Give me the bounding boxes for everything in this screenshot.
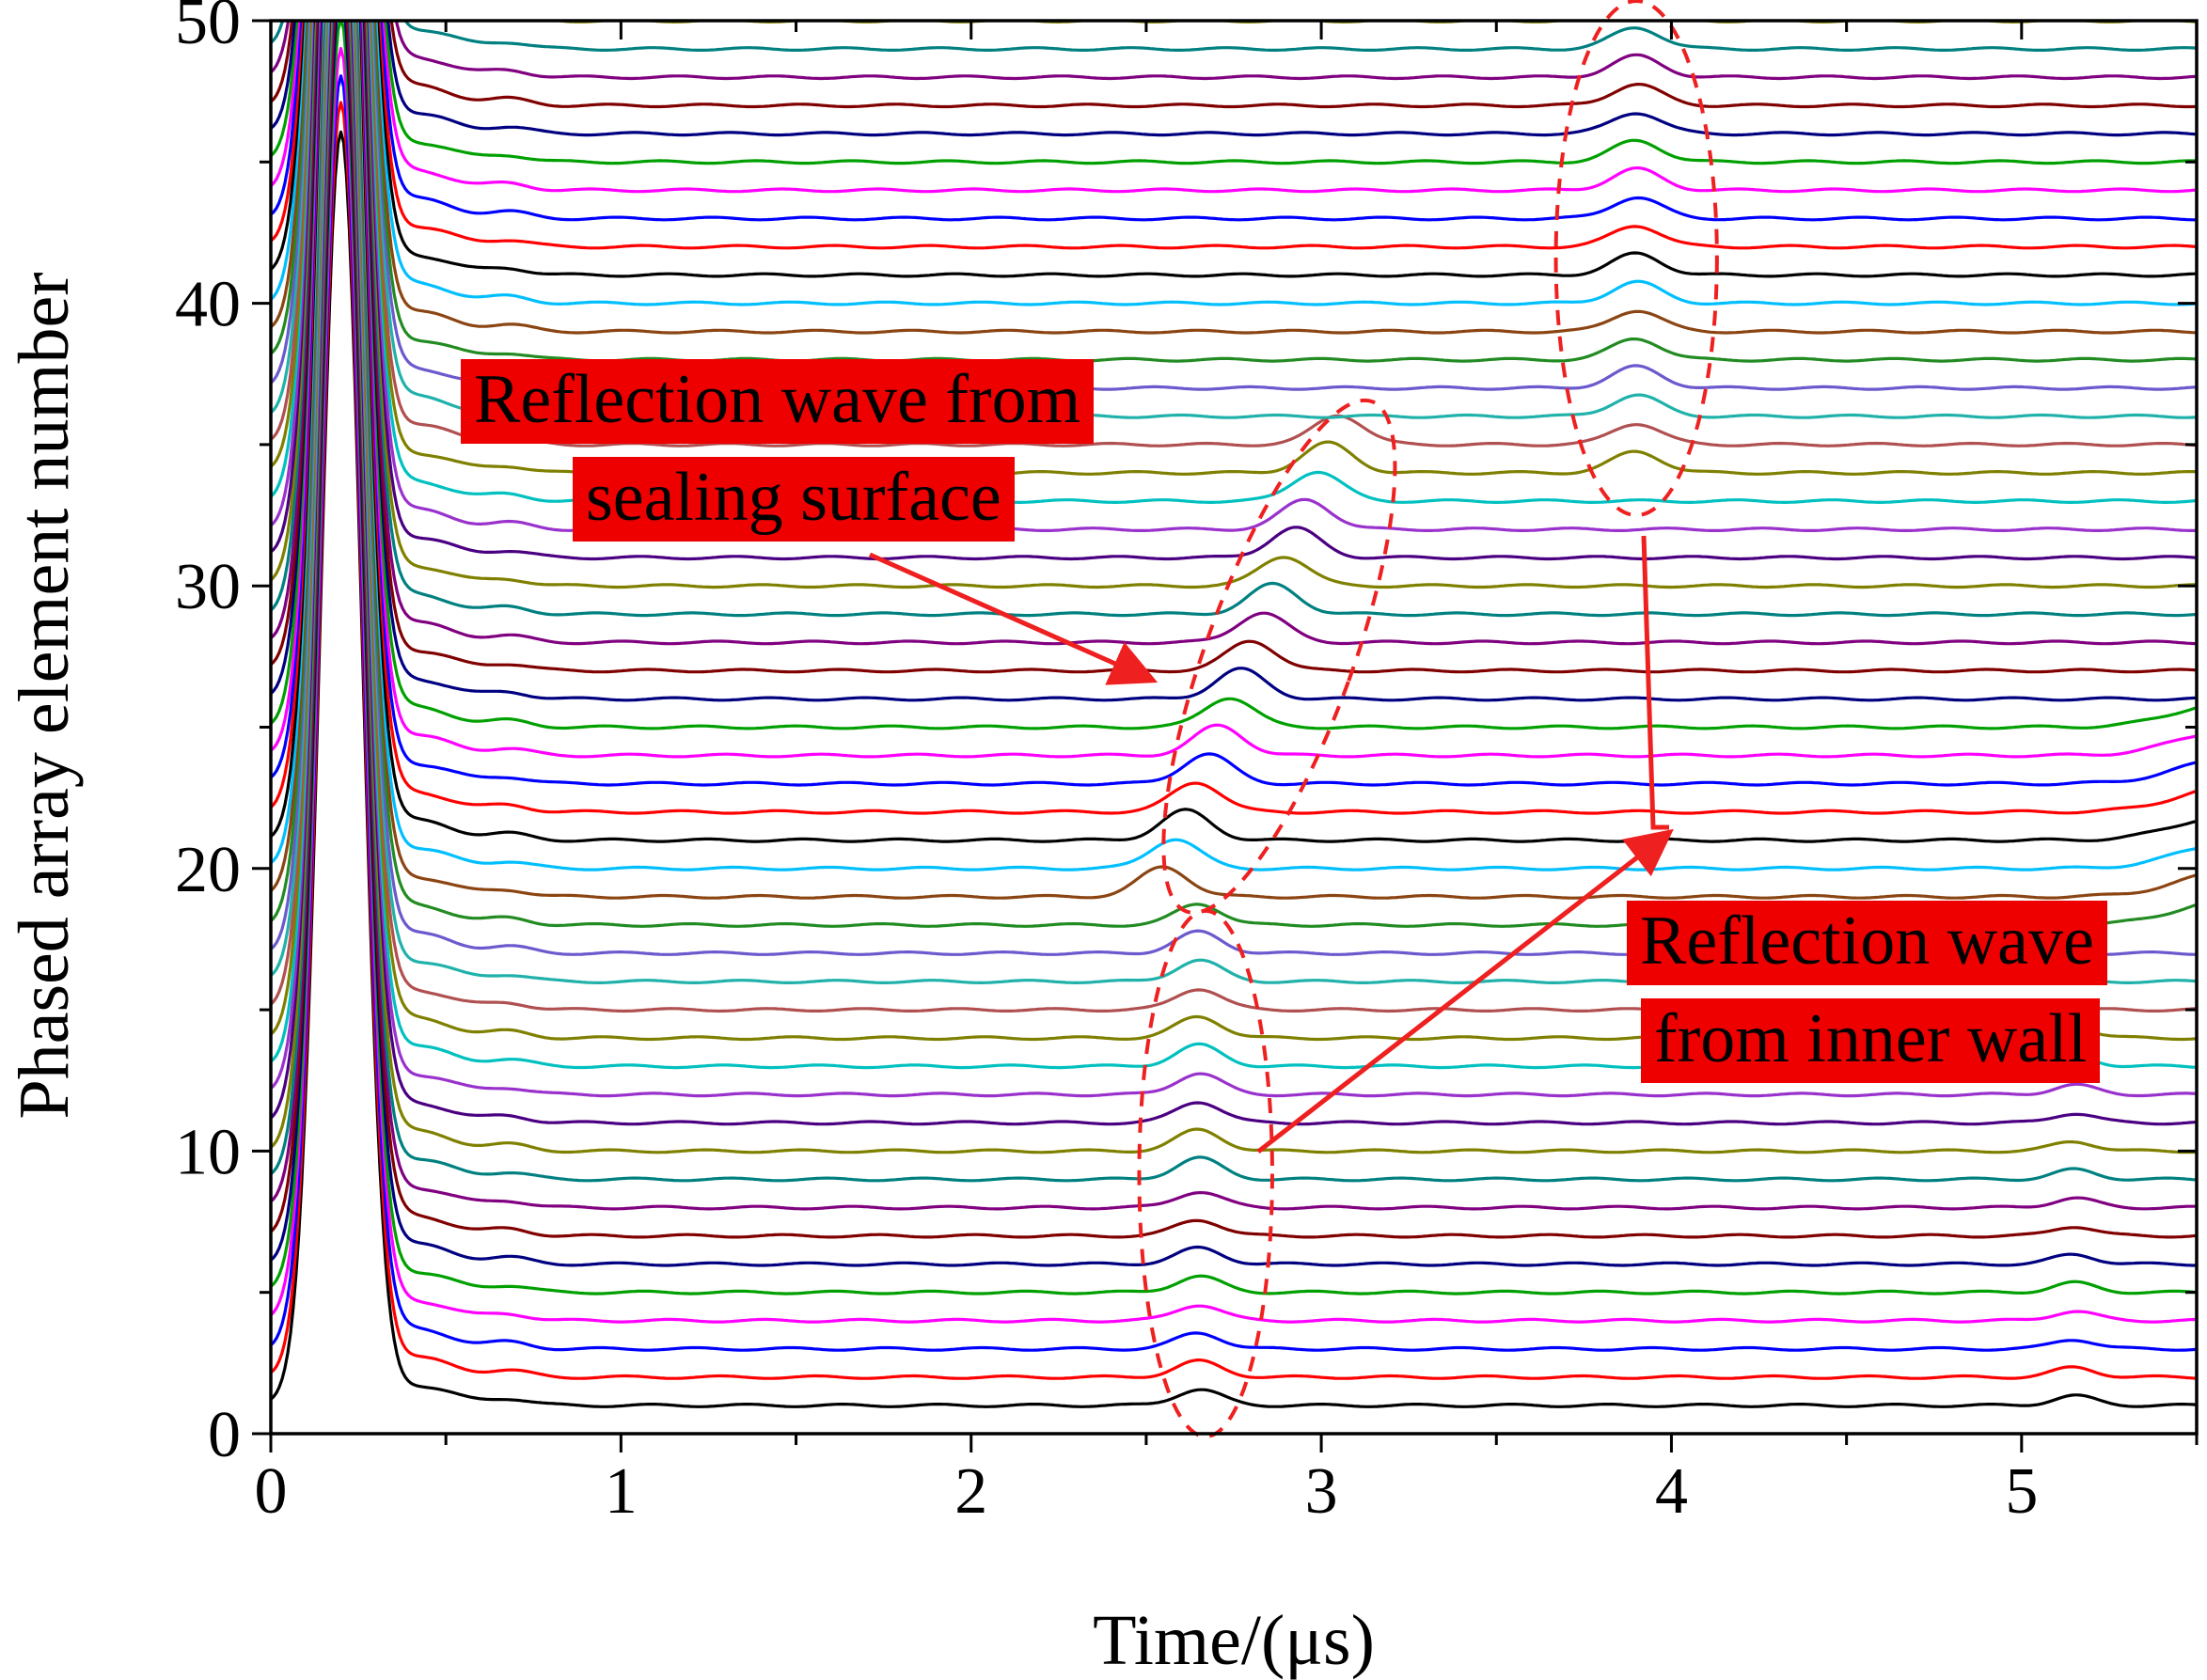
y-tick-label: 20 bbox=[175, 834, 241, 906]
series-line-1 bbox=[271, 130, 2196, 1408]
series-line-39 bbox=[271, 21, 2196, 335]
arrow-inner-wall-upper bbox=[1641, 535, 1669, 830]
y-tick-label: 40 bbox=[175, 269, 241, 341]
y-tick-label: 10 bbox=[175, 1116, 241, 1188]
series-line-41 bbox=[271, 21, 2196, 278]
series-line-9 bbox=[271, 21, 2196, 1183]
series-line-28 bbox=[271, 21, 2196, 646]
series-line-6 bbox=[271, 21, 2196, 1267]
x-tick-label: 0 bbox=[255, 1455, 288, 1528]
ellipse-sealing-surface bbox=[1161, 398, 1397, 915]
series-line-35 bbox=[271, 21, 2196, 447]
series-line-25 bbox=[271, 21, 2197, 730]
series-line-3 bbox=[271, 74, 2196, 1352]
series-line-20 bbox=[271, 21, 2196, 871]
series-line-31 bbox=[271, 21, 2196, 561]
series-line-43 bbox=[271, 21, 2196, 222]
x-tick-label: 2 bbox=[954, 1455, 987, 1528]
series-line-48 bbox=[271, 21, 2196, 81]
series-line-26 bbox=[271, 21, 2196, 702]
annotation-inner-line1: Reflection wave bbox=[1627, 901, 2107, 985]
series-line-22 bbox=[271, 21, 2197, 815]
series-line-30 bbox=[271, 21, 2196, 589]
annotation-sealing-line2: sealing surface bbox=[573, 457, 1015, 542]
series-line-11 bbox=[271, 21, 2196, 1126]
series-line-42 bbox=[271, 21, 2196, 250]
series-line-29 bbox=[271, 21, 2196, 618]
series-line-14 bbox=[271, 21, 2196, 1042]
series-line-49 bbox=[271, 21, 2196, 53]
annotation-inner-line2: from inner wall bbox=[1641, 998, 2101, 1083]
series-line-5 bbox=[271, 21, 2196, 1295]
series-line-46 bbox=[271, 21, 2196, 137]
annotation-arrows bbox=[868, 535, 1674, 1154]
series-line-40 bbox=[271, 21, 2196, 306]
series-line-50 bbox=[548, 21, 2196, 24]
series-line-4 bbox=[271, 46, 2196, 1324]
series-line-10 bbox=[271, 21, 2196, 1154]
series-line-21 bbox=[271, 21, 2196, 843]
series-line-19 bbox=[271, 21, 2196, 900]
x-axis-title: Time/(μs) bbox=[1093, 1601, 1375, 1680]
y-tick-label: 50 bbox=[175, 0, 241, 58]
series-line-8 bbox=[271, 21, 2196, 1211]
series-line-47 bbox=[271, 21, 2196, 109]
x-tick-label: 5 bbox=[2005, 1455, 2038, 1528]
arrow-sealing-surface bbox=[868, 552, 1159, 685]
series-line-36 bbox=[271, 21, 2196, 419]
series-line-2 bbox=[271, 101, 2196, 1380]
series-line-18 bbox=[271, 21, 2197, 928]
x-tick-label: 3 bbox=[1305, 1455, 1338, 1528]
series-line-7 bbox=[271, 21, 2196, 1239]
series-line-45 bbox=[271, 21, 2196, 165]
series-line-12 bbox=[271, 21, 2196, 1098]
x-tick-label: 1 bbox=[605, 1455, 638, 1528]
y-tick-label: 30 bbox=[175, 551, 241, 623]
highlight-ellipses bbox=[1137, 0, 1719, 1439]
series-line-38 bbox=[271, 21, 2196, 363]
y-tick-label: 0 bbox=[208, 1399, 241, 1471]
series-line-44 bbox=[271, 21, 2196, 194]
series-line-32 bbox=[271, 21, 2196, 533]
y-axis-title: Phased array element number bbox=[5, 272, 84, 1119]
arrow-inner-wall-lower bbox=[1256, 828, 1674, 1154]
series-line-15 bbox=[271, 21, 2196, 1013]
series-line-24 bbox=[271, 21, 2196, 759]
series-group bbox=[271, 21, 2197, 1408]
series-line-23 bbox=[271, 21, 2196, 787]
ellipse-inner-wall-upper bbox=[1553, 0, 1719, 517]
annotation-sealing-line1: Reflection wave from bbox=[461, 359, 1095, 444]
series-line-27 bbox=[271, 21, 2196, 674]
x-tick-label: 4 bbox=[1655, 1455, 1688, 1528]
